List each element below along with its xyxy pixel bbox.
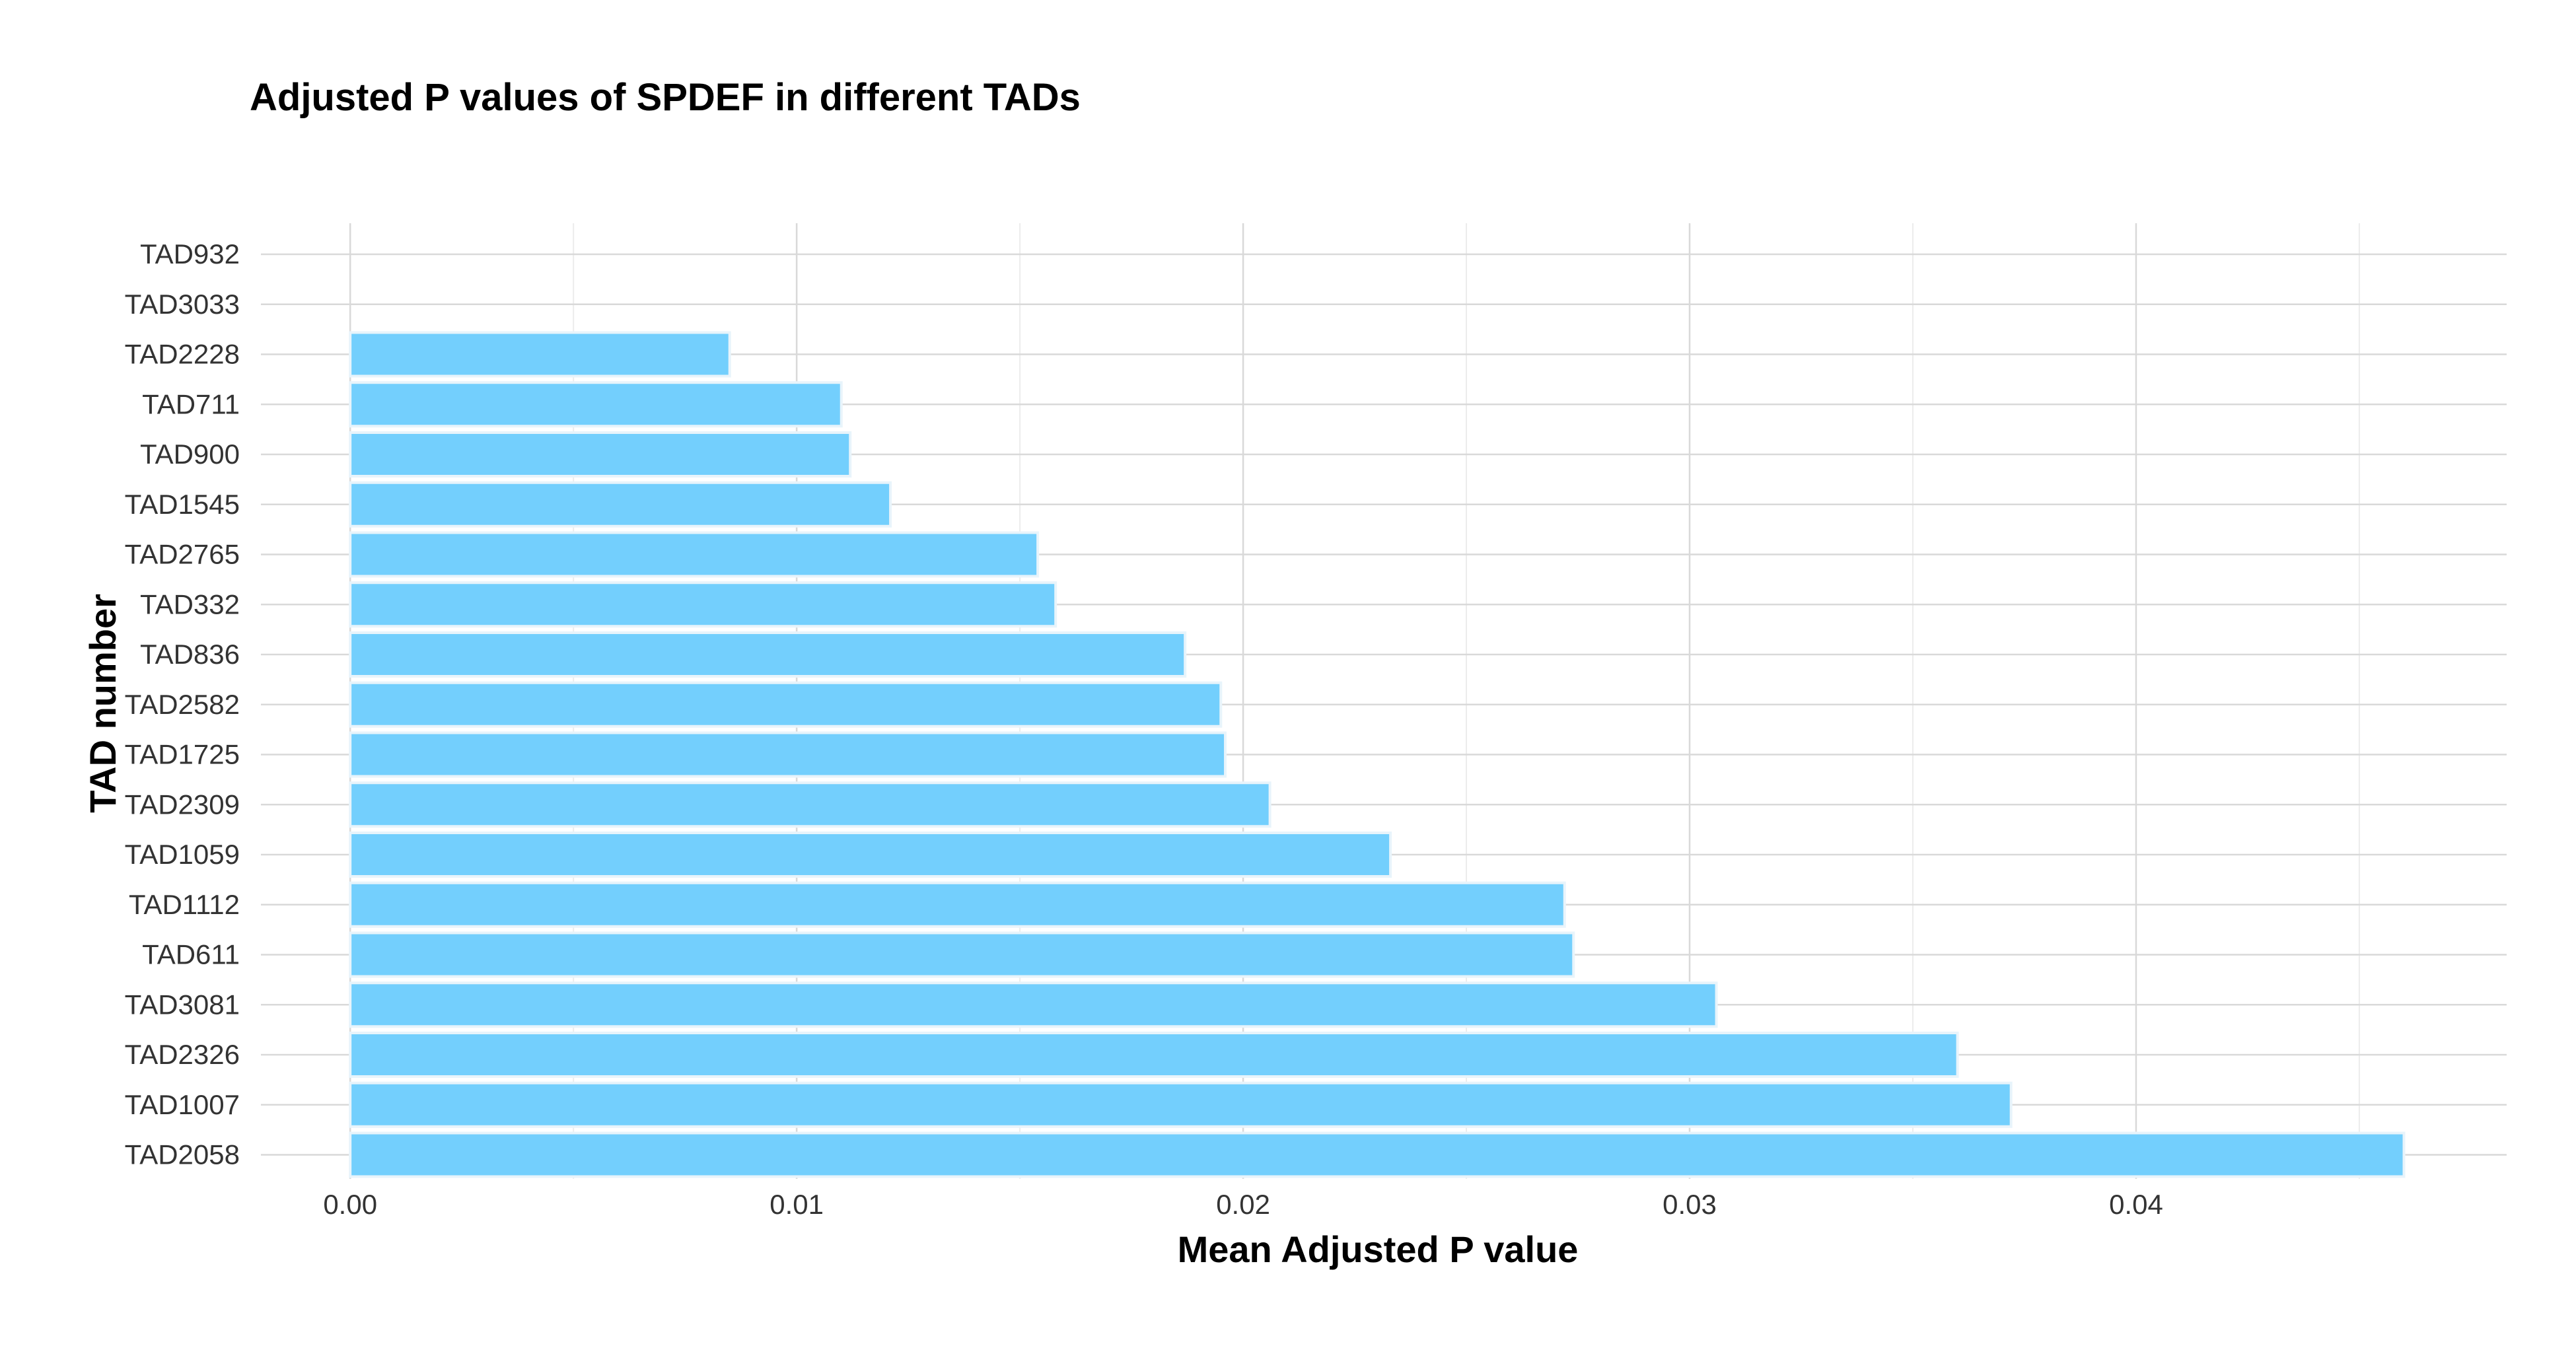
y-tick-label: TAD3081 (125, 989, 240, 1020)
bar-tad611 (349, 931, 1575, 978)
y-tick-label: TAD1007 (125, 1089, 240, 1120)
y-tick-label: TAD3033 (125, 289, 240, 320)
y-tick-label: TAD900 (140, 439, 240, 470)
bar-tad332 (349, 581, 1057, 628)
y-tick-label: TAD1725 (125, 739, 240, 770)
chart-title: Adjusted P values of SPDEF in different … (250, 76, 1081, 119)
y-tick-label: TAD711 (142, 388, 240, 419)
x-tick-labels: 0.00 0.01 0.02 0.03 0.04 (323, 1189, 2163, 1220)
bar-tad1112 (349, 881, 1566, 928)
x-tick-label: 0.00 (323, 1189, 377, 1220)
bar-tad2326 (349, 1032, 1959, 1078)
y-tick-label: TAD2582 (125, 689, 240, 720)
bar-tad2228 (349, 331, 731, 378)
y-tick-label: TAD836 (140, 639, 240, 670)
y-tick-label: TAD611 (142, 939, 240, 970)
y-tick-label: TAD2326 (125, 1039, 240, 1070)
bars (349, 331, 2406, 1178)
y-tick-label: TAD2309 (125, 789, 240, 820)
bar-tad2058 (349, 1131, 2406, 1178)
bar-tad2765 (349, 531, 1040, 578)
x-tick-label: 0.04 (2109, 1189, 2163, 1220)
bar-tad900 (349, 431, 852, 478)
bar-tad711 (349, 381, 843, 428)
y-tick-label: TAD1545 (125, 489, 240, 520)
y-tick-label: TAD1112 (129, 889, 240, 920)
bar-tad1545 (349, 481, 892, 528)
y-tick-label: TAD2765 (125, 539, 240, 570)
bar-tad2582 (349, 681, 1223, 728)
bar-tad836 (349, 631, 1187, 678)
x-axis-title: Mean Adjusted P value (1178, 1228, 1579, 1270)
y-tick-label: TAD332 (140, 588, 240, 620)
y-tick-label: TAD932 (140, 238, 240, 269)
bar-tad2309 (349, 781, 1271, 828)
bar-tad1725 (349, 731, 1227, 778)
y-tick-label: TAD1059 (125, 839, 240, 870)
x-tick-label: 0.02 (1216, 1189, 1270, 1220)
x-tick-label: 0.03 (1663, 1189, 1717, 1220)
bar-tad1007 (349, 1081, 2013, 1128)
bar-tad1059 (349, 832, 1392, 878)
y-axis-title: TAD number (82, 594, 124, 813)
y-tick-label: TAD2058 (125, 1139, 240, 1170)
y-tick-label: TAD2228 (125, 339, 240, 370)
x-tick-label: 0.01 (769, 1189, 824, 1220)
y-tick-labels: TAD932 TAD3033 TAD2228 TAD711 TAD900 TAD1545 T… (125, 238, 240, 1170)
grid (261, 223, 2507, 1179)
bar-tad3081 (349, 981, 1718, 1028)
